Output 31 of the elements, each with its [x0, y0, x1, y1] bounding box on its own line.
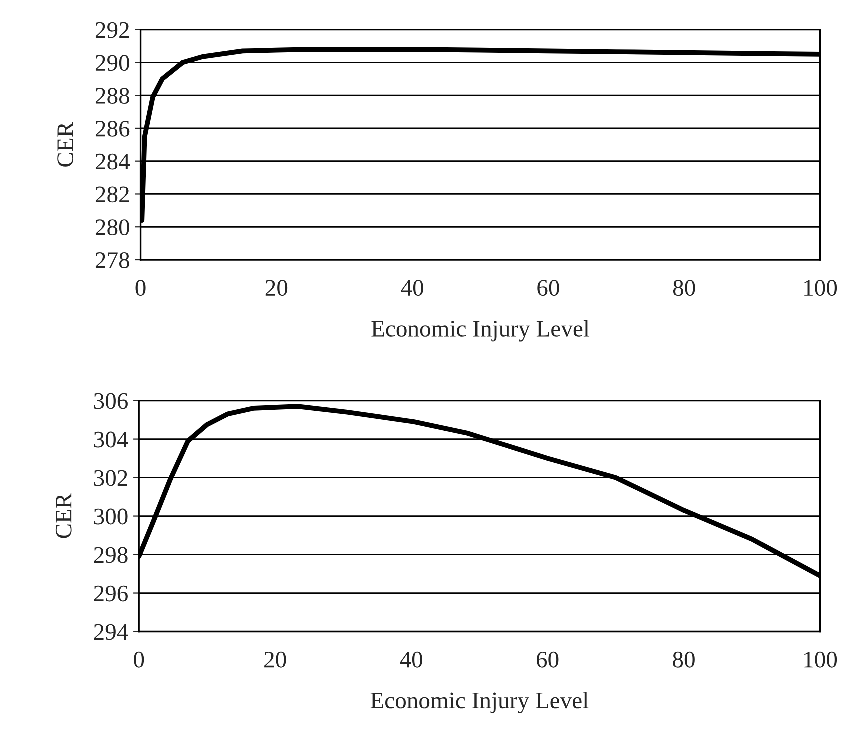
x-axis-title: Economic Injury Level — [372, 320, 590, 342]
y-tick-label: 298 — [94, 547, 128, 564]
x-tick-label: 80 — [673, 280, 696, 296]
x-tick-label: 0 — [136, 280, 146, 296]
y-tick-label: 302 — [94, 470, 128, 486]
y-tick-label: 296 — [94, 586, 128, 602]
y-axis-title: CER — [58, 122, 74, 167]
y-axis-title: CER — [56, 493, 72, 538]
y-tick-label: 284 — [96, 154, 130, 170]
y-tick-label: 304 — [94, 432, 128, 448]
y-tick-label: 280 — [96, 220, 130, 236]
x-tick-label: 100 — [804, 652, 838, 668]
x-tick-label: 40 — [400, 652, 422, 668]
y-tick-label: 282 — [96, 186, 130, 203]
y-tick-label: 286 — [96, 120, 130, 137]
x-tick-label: 0 — [134, 652, 144, 668]
x-tick-label: 60 — [538, 280, 560, 296]
x-tick-label: 20 — [266, 280, 288, 296]
x-tick-label: 40 — [401, 280, 424, 296]
y-tick-label: 300 — [94, 508, 128, 525]
y-tick-label: 288 — [96, 88, 130, 104]
x-axis-title: Economic Injury Level — [370, 692, 589, 714]
y-tick-label: 292 — [96, 22, 130, 38]
y-tick-label: 306 — [94, 393, 128, 410]
y-tick-label: 278 — [96, 252, 130, 268]
x-tick-label: 80 — [673, 652, 695, 668]
x-tick-label: 100 — [804, 280, 838, 296]
y-tick-label: 294 — [94, 624, 128, 640]
x-tick-label: 20 — [264, 652, 286, 668]
x-tick-label: 60 — [536, 652, 559, 668]
y-tick-label: 290 — [96, 55, 130, 72]
